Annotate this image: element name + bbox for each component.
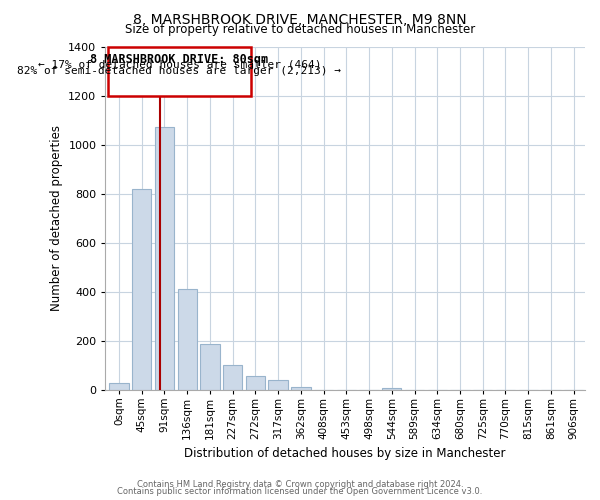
Text: Contains HM Land Registry data © Crown copyright and database right 2024.: Contains HM Land Registry data © Crown c… — [137, 480, 463, 489]
Text: 8, MARSHBROOK DRIVE, MANCHESTER, M9 8NN: 8, MARSHBROOK DRIVE, MANCHESTER, M9 8NN — [133, 12, 467, 26]
Bar — [132, 188, 151, 390]
Text: 8 MARSHBROOK DRIVE: 80sqm: 8 MARSHBROOK DRIVE: 80sqm — [90, 52, 268, 66]
Bar — [109, 384, 128, 390]
Text: 82% of semi-detached houses are larger (2,213) →: 82% of semi-detached houses are larger (… — [17, 66, 341, 76]
Text: ← 17% of detached houses are smaller (464): ← 17% of detached houses are smaller (46… — [38, 59, 321, 69]
Bar — [178, 289, 197, 390]
FancyBboxPatch shape — [107, 46, 251, 96]
Text: Size of property relative to detached houses in Manchester: Size of property relative to detached ho… — [125, 23, 475, 36]
Bar — [268, 380, 288, 390]
Bar — [223, 365, 242, 390]
Bar — [200, 344, 220, 390]
Y-axis label: Number of detached properties: Number of detached properties — [50, 125, 62, 311]
Bar — [382, 388, 401, 390]
Bar — [291, 386, 311, 390]
X-axis label: Distribution of detached houses by size in Manchester: Distribution of detached houses by size … — [184, 447, 506, 460]
Bar — [155, 128, 174, 390]
Bar — [246, 376, 265, 390]
Text: Contains public sector information licensed under the Open Government Licence v3: Contains public sector information licen… — [118, 487, 482, 496]
